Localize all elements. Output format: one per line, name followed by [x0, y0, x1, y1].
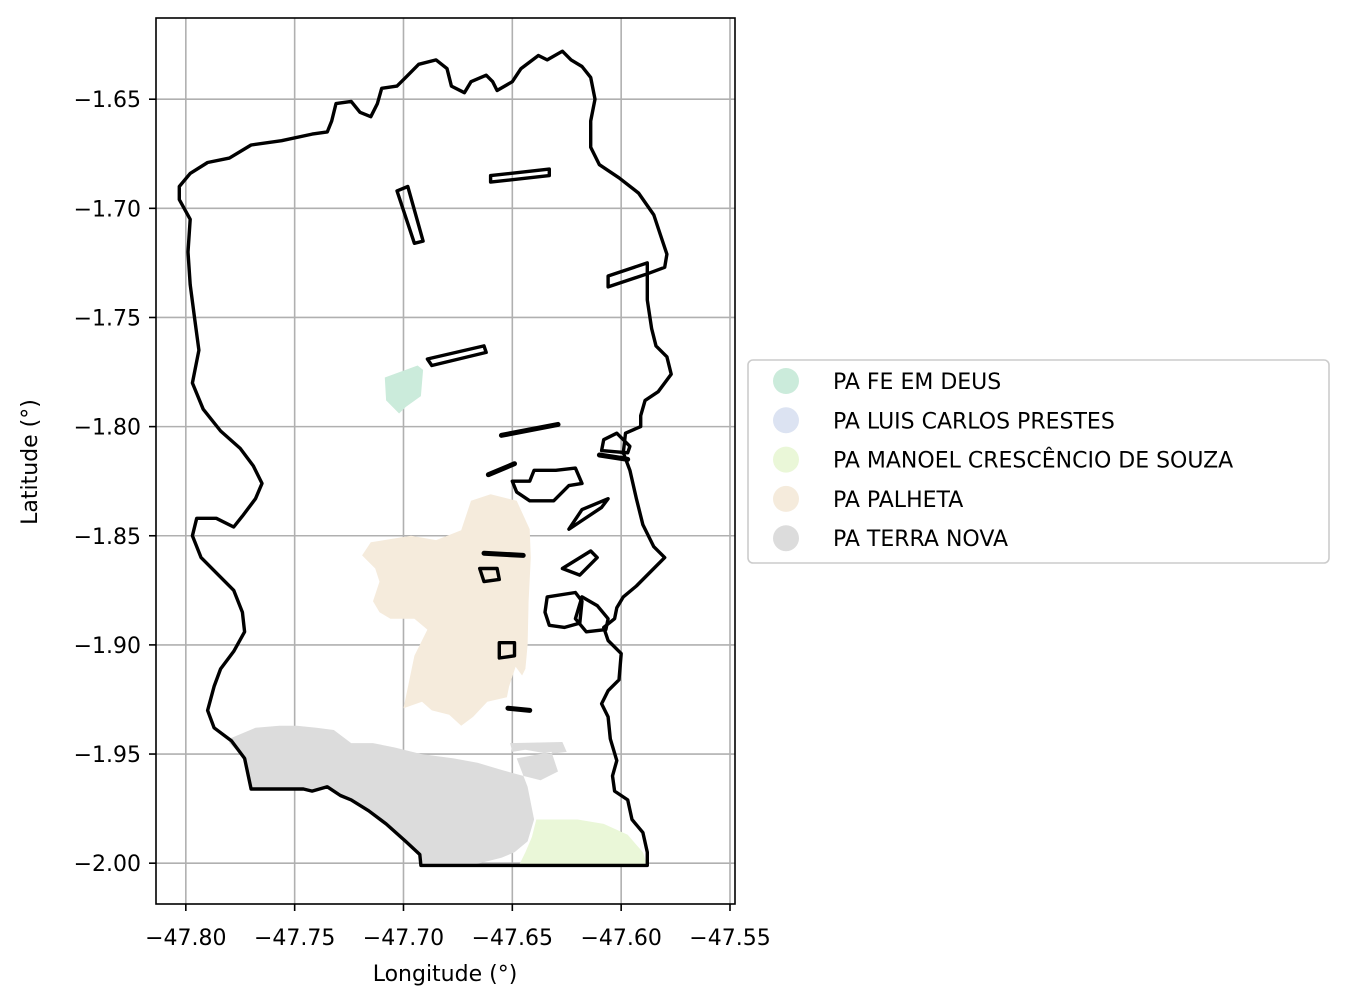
region-pa-fe-em-deus: [384, 365, 424, 414]
x-tick-label: −47.80: [145, 926, 226, 951]
parcel-outline: [567, 497, 610, 531]
legend-swatch: [773, 525, 799, 552]
map-outlines: [177, 49, 673, 868]
x-tick-label: −47.60: [580, 926, 661, 951]
x-tick-label: −47.70: [363, 926, 444, 951]
parcel-strip-outline: [498, 421, 561, 438]
y-tick-label: −1.70: [74, 197, 141, 222]
legend-entry: PA FE EM DEUS: [773, 368, 1001, 395]
parcel-outline: [395, 184, 425, 245]
parcel-outline: [573, 595, 610, 634]
x-tick-label: −47.75: [254, 926, 335, 951]
parcel-outline: [497, 641, 517, 660]
legend: PA FE EM DEUS PA LUIS CARLOS PRESTES PA MA…: [747, 359, 1330, 564]
y-tick-label: −1.95: [74, 743, 141, 768]
parcel-strip-outline: [481, 550, 526, 558]
y-tick-label: −1.80: [74, 416, 141, 441]
x-tick-label: −47.55: [689, 926, 770, 951]
legend-label: PA TERRA NOVA: [833, 527, 1008, 552]
legend-entry: PA MANOEL CRESCÊNCIO DE SOUZA: [773, 446, 1233, 474]
y-axis-ticks: −1.65 −1.70 −1.75 −1.80 −1.85 −1.90 −1.95 −2.00: [74, 88, 156, 877]
settlement-boundary-outline: [177, 49, 673, 868]
parcel-strip-outline: [596, 452, 631, 462]
y-tick-label: −1.75: [74, 306, 141, 331]
parcel-outline: [543, 590, 584, 630]
legend-swatch: [773, 407, 799, 434]
y-axis-label: Latitude (°): [18, 399, 43, 525]
region-pa-manoel-crescencio-de-souza: [518, 819, 648, 866]
legend-swatch: [773, 485, 799, 512]
region-pa-terra-nova: [229, 725, 567, 866]
parcel-outline: [478, 566, 501, 584]
legend-swatch: [773, 446, 799, 473]
parcel-outline: [606, 261, 649, 289]
parcel-outline: [510, 466, 584, 503]
parcel-outline: [425, 344, 488, 368]
parcel-strip-outline: [505, 705, 533, 713]
y-tick-label: −1.90: [74, 634, 141, 659]
legend-entry: PA LUIS CARLOS PRESTES: [773, 407, 1115, 434]
y-tick-label: −1.85: [74, 525, 141, 550]
legend-label: PA LUIS CARLOS PRESTES: [833, 409, 1115, 434]
legend-label: PA MANOEL CRESCÊNCIO DE SOUZA: [833, 448, 1233, 474]
parcel-outline: [560, 549, 599, 577]
x-axis-label: Longitude (°): [373, 962, 518, 987]
x-tick-label: −47.65: [472, 926, 553, 951]
legend-swatch: [773, 368, 799, 394]
x-axis-ticks: −47.80 −47.75 −47.70 −47.65 −47.60 −47.55: [145, 904, 771, 951]
y-tick-label: −2.00: [74, 852, 141, 877]
parcel-strip-outline: [485, 461, 518, 478]
legend-label: PA FE EM DEUS: [833, 370, 1001, 395]
legend-entry: PA TERRA NOVA: [773, 525, 1008, 552]
parcel-outline: [488, 167, 551, 184]
axes-frame: [155, 17, 736, 905]
parcel-outline: [599, 431, 632, 455]
legend-label: PA PALHETA: [833, 488, 963, 513]
legend-entry: PA PALHETA: [773, 485, 963, 513]
y-tick-label: −1.65: [74, 88, 141, 113]
legend-frame: [747, 359, 1330, 564]
